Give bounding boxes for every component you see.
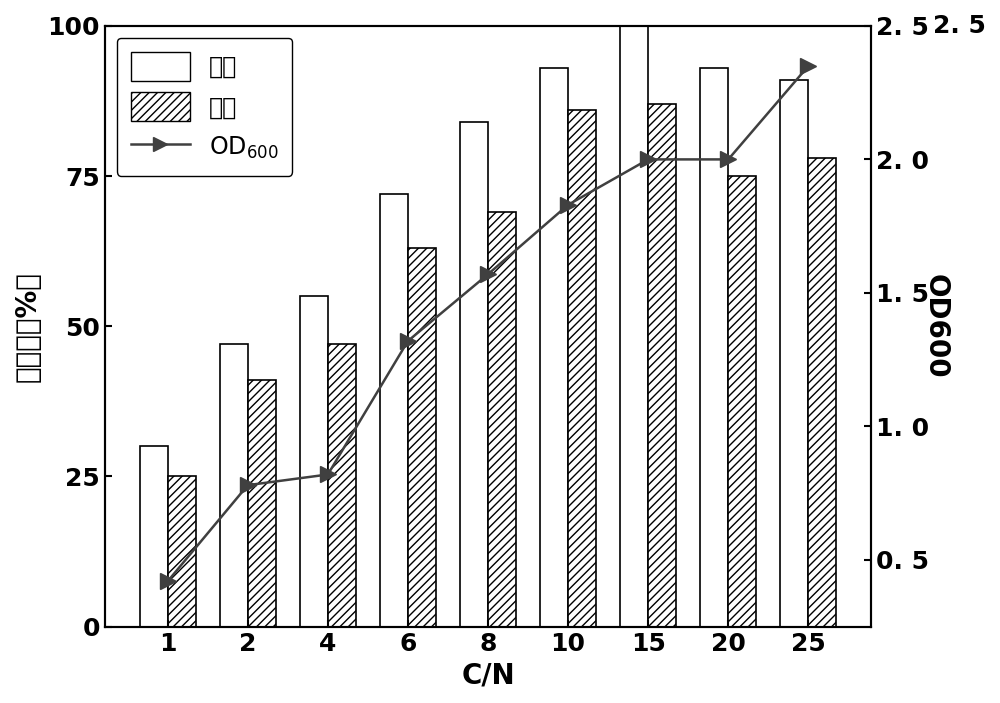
Bar xyxy=(300,296,328,626)
Bar xyxy=(140,446,168,626)
Bar xyxy=(488,212,516,626)
Bar xyxy=(460,122,488,626)
Bar xyxy=(808,158,836,626)
Bar xyxy=(540,68,568,626)
Bar xyxy=(380,194,408,626)
Bar xyxy=(248,380,276,626)
Text: 2. 5: 2. 5 xyxy=(933,14,985,38)
Bar xyxy=(328,344,356,626)
Bar xyxy=(648,104,676,626)
Bar xyxy=(728,176,756,626)
Y-axis label: OD600: OD600 xyxy=(922,274,950,379)
Bar xyxy=(568,110,596,626)
Bar xyxy=(700,68,728,626)
Bar xyxy=(168,477,196,626)
Bar xyxy=(220,344,248,626)
Y-axis label: 去除率（%）: 去除率（%） xyxy=(14,271,42,382)
Bar xyxy=(408,248,436,626)
Bar xyxy=(780,80,808,626)
Legend: 氨氮, 总氮, OD$_{600}$: 氨氮, 总氮, OD$_{600}$ xyxy=(117,38,292,176)
X-axis label: C/N: C/N xyxy=(461,661,515,689)
Bar xyxy=(620,26,648,626)
